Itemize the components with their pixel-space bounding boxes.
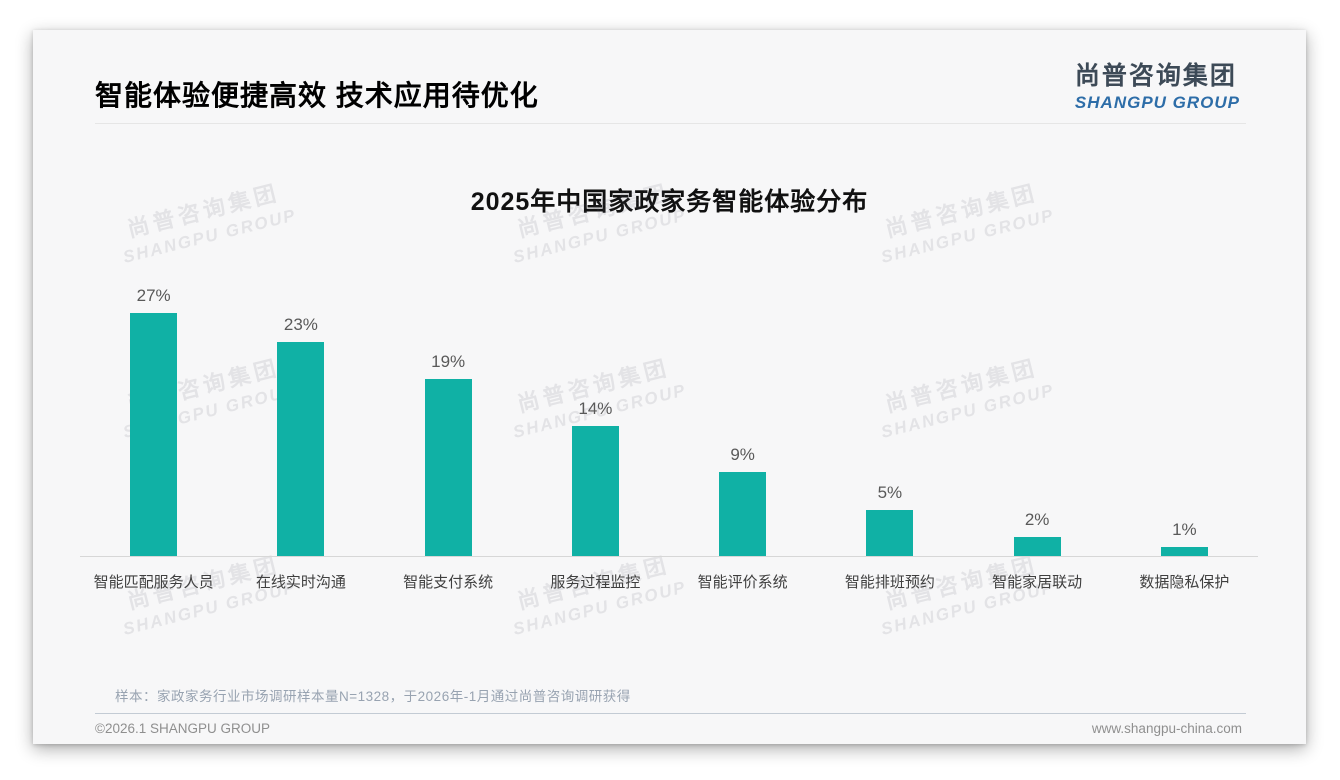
category-label: 智能家居联动 [992,574,1083,591]
page-title: 智能体验便捷高效 技术应用待优化 [95,80,539,111]
copyright-text: ©2026.1 SHANGPU GROUP [95,721,271,736]
bar-chart: 27% 23% 19% 14% 9% 5% 2% 1% 智能匹配服务人员 在线实时沟通 智能支付系… [80,286,1258,592]
x-axis-line [80,556,1258,557]
bar-column: 9% [669,286,816,556]
category-label: 智能匹配服务人员 [93,574,214,591]
bar-column: 27% [80,286,227,556]
bar [424,379,472,556]
bar-value-label: 27% [136,286,171,305]
bar [1160,546,1208,556]
bar-value-label: 5% [877,482,903,502]
presentation-slide: 智能体验便捷高效 技术应用待优化 尚普咨询集团 SHANGPU GROUP 20… [33,30,1306,744]
category-label: 服务过程监控 [550,574,641,591]
bar-column: 23% [227,286,374,556]
bars-row: 27% 23% 19% 14% 9% 5% 2% 1% [80,286,1258,556]
bar [277,342,325,556]
footer-divider [95,713,1246,714]
bar [719,472,767,556]
website-url: www.shangpu-china.com [1091,721,1242,736]
bar-value-label: 9% [730,445,755,465]
bar-value-label: 14% [578,398,613,418]
bar-value-label: 23% [283,315,318,335]
header-divider [95,123,1246,124]
bar-column: 2% [964,286,1111,556]
chart-title: 2025年中国家政家务智能体验分布 [470,188,869,216]
logo-chinese-text: 尚普咨询集团 [1074,62,1237,90]
category-label: 智能支付系统 [403,574,494,591]
company-logo: 尚普咨询集团 SHANGPU GROUP [1075,56,1240,113]
bar [571,425,619,556]
bar-column: 5% [816,286,963,556]
category-label: 智能排班预约 [844,574,935,591]
bar [1013,537,1061,556]
bar-value-label: 19% [431,352,466,372]
bar-column: 14% [522,286,669,556]
sample-footnote: 样本：家政家务行业市场调研样本量N=1328，于2026年-1月通过尚普咨询调研… [115,689,631,704]
category-label: 在线实时沟通 [255,574,346,591]
bar-column: 19% [375,286,522,556]
category-label: 智能评价系统 [697,574,788,591]
bar-value-label: 2% [1024,510,1050,530]
bar-value-label: 1% [1172,519,1197,539]
logo-english-text: SHANGPU GROUP [1074,93,1240,112]
category-label: 数据隐私保护 [1139,574,1230,591]
bar [866,509,914,556]
category-labels-row: 智能匹配服务人员 在线实时沟通 智能支付系统 服务过程监控 智能评价系统 智能排班预约 智能… [80,557,1258,592]
bar [130,313,178,556]
bar-column: 1% [1111,286,1258,556]
